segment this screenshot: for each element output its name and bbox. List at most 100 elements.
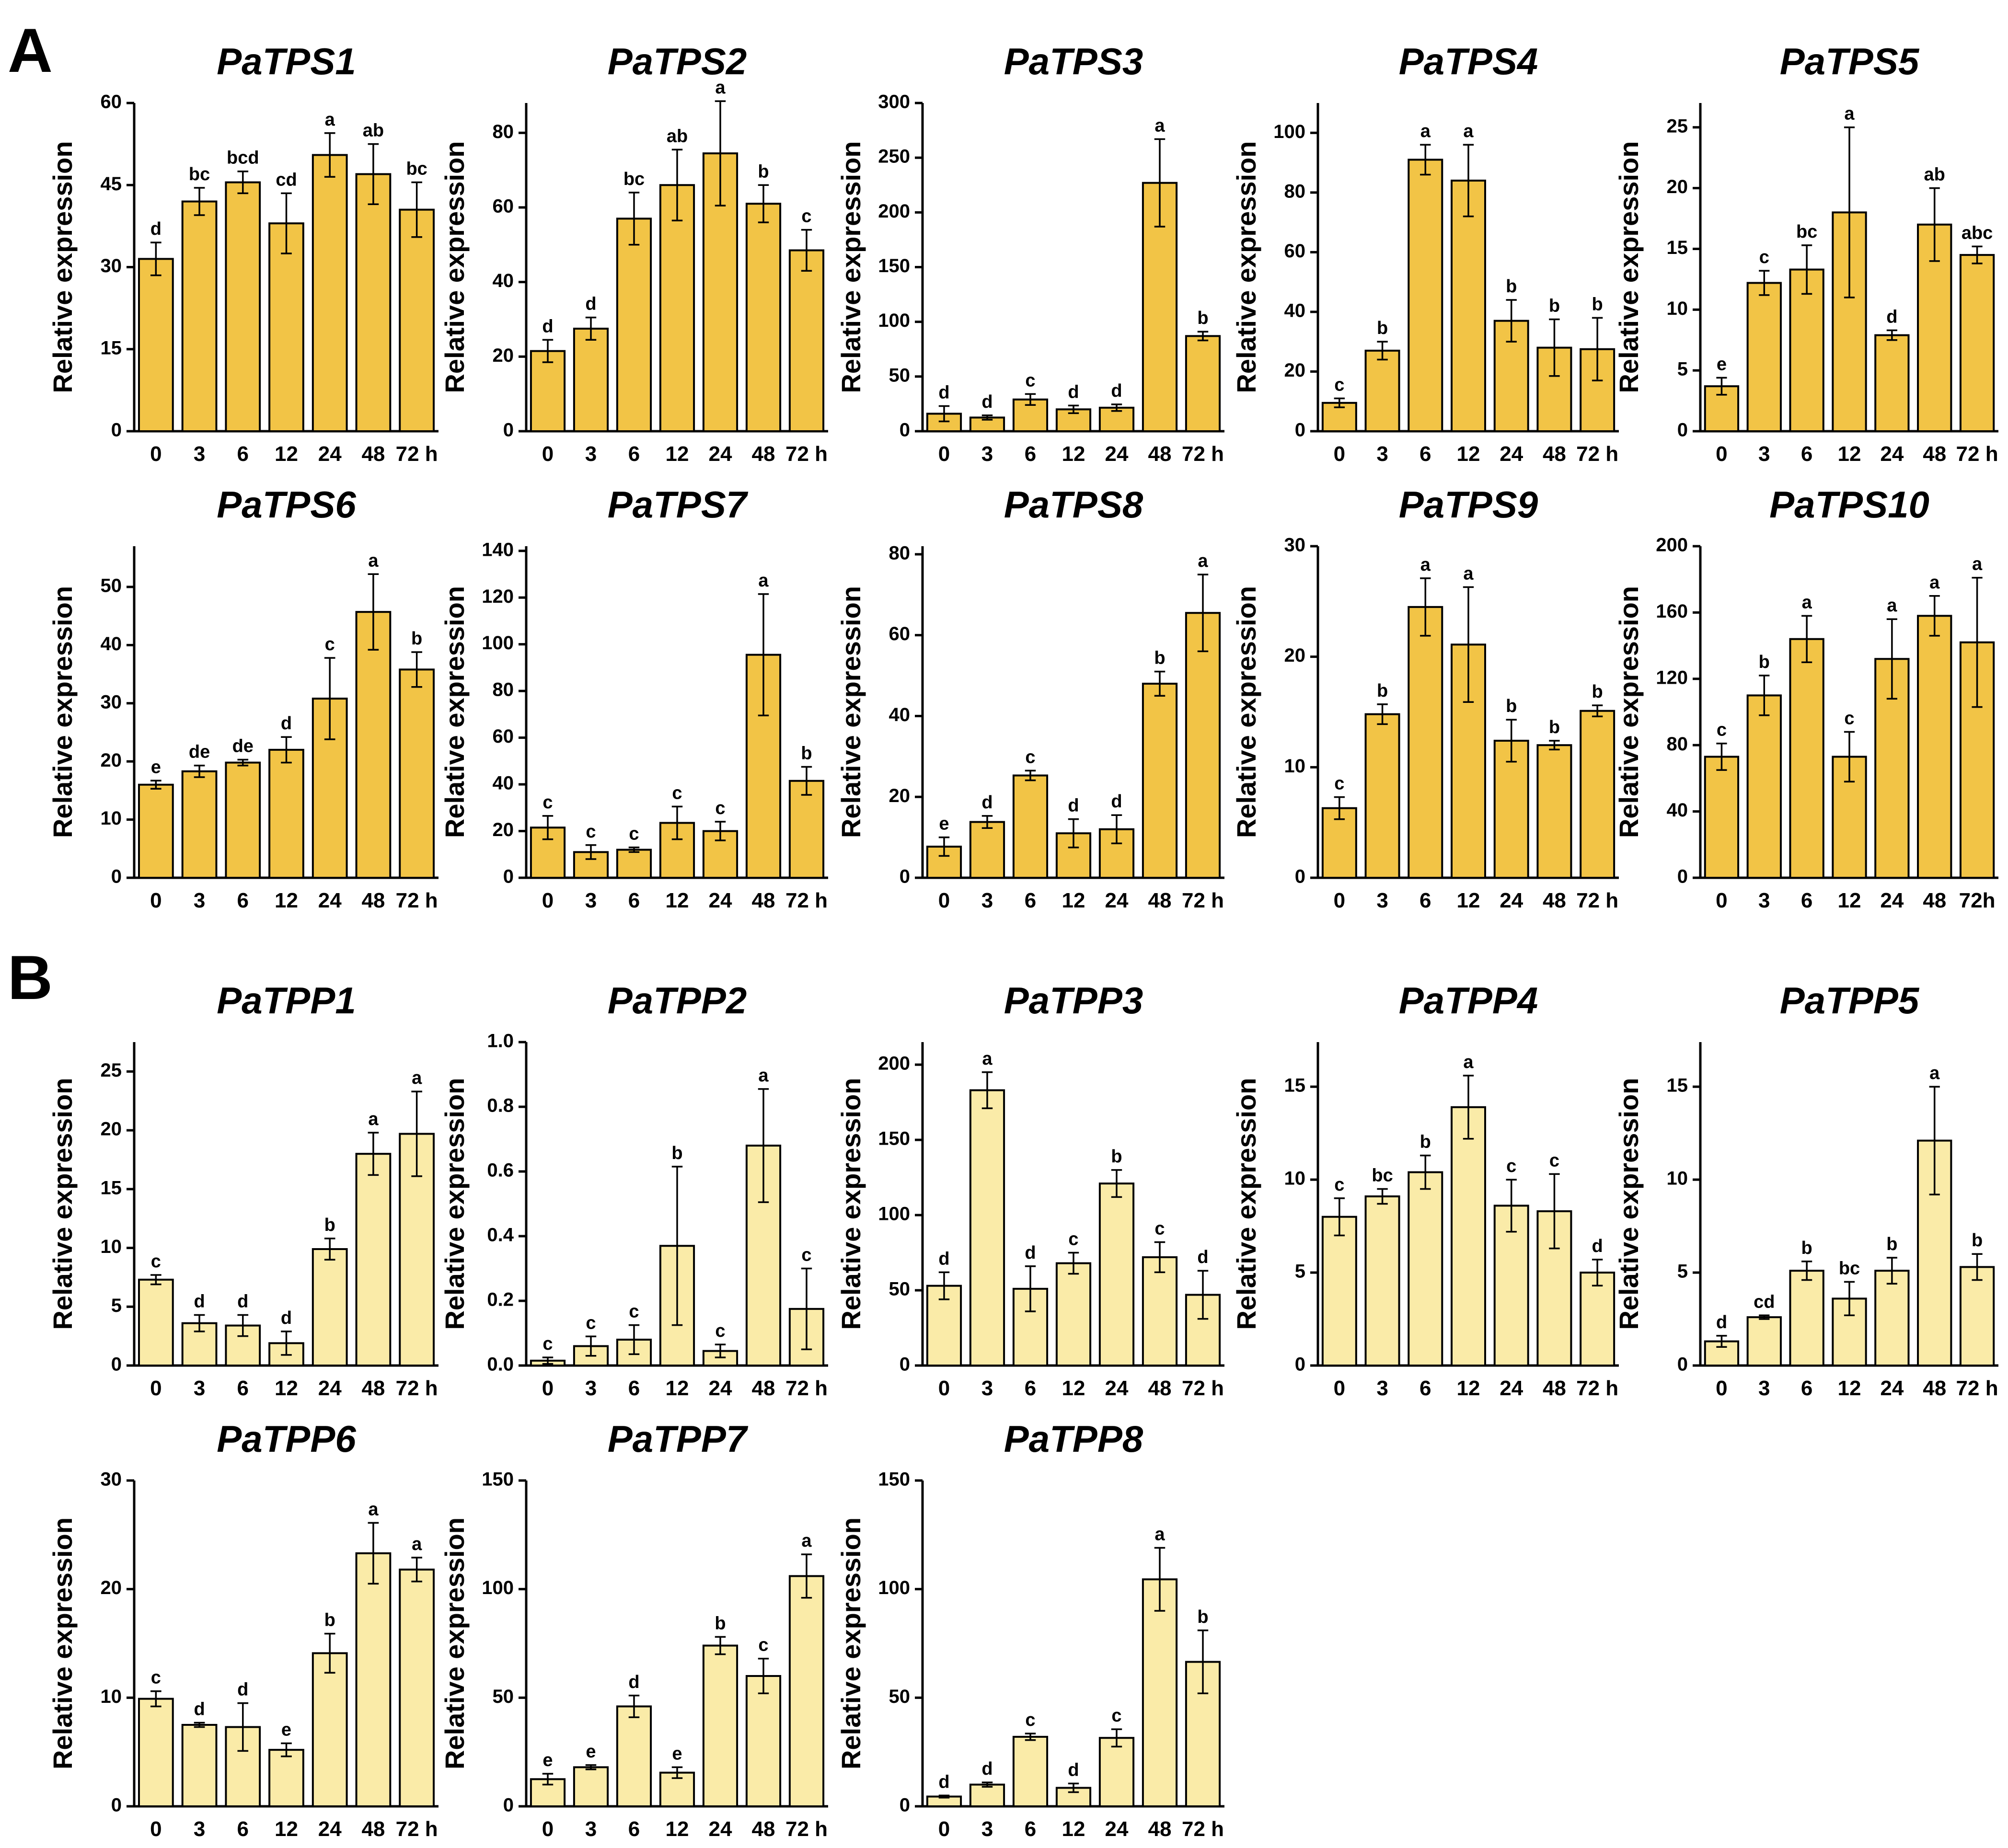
y-tick-label: 0 — [900, 1354, 910, 1375]
x-tick-label: 24 — [709, 1377, 732, 1400]
bar — [1746, 694, 1782, 879]
chart-title: PaTPP1 — [217, 979, 356, 1022]
x-tick-label: 48 — [752, 1377, 775, 1400]
y-tick-label: 40 — [493, 270, 514, 291]
significance-letter: b — [801, 744, 812, 764]
x-tick-label: 72 h — [1956, 442, 1998, 466]
y-tick-label: 10 — [1667, 1168, 1688, 1189]
significance-letter: de — [232, 736, 254, 757]
significance-letter: d — [1197, 1247, 1208, 1267]
chart-title: PaTPS6 — [217, 483, 356, 526]
bar — [616, 1705, 652, 1807]
significance-letter: c — [715, 798, 725, 818]
y-tick-label: 10 — [1284, 1168, 1306, 1189]
y-tick-label: 50 — [101, 575, 122, 597]
bar — [616, 849, 652, 879]
x-tick-label: 3 — [585, 1377, 597, 1400]
bar — [138, 1698, 174, 1808]
y-tick-label: 250 — [878, 146, 910, 167]
bar — [225, 761, 261, 879]
bar — [1536, 744, 1572, 879]
significance-letter: b — [411, 629, 422, 649]
significance-letter: d — [981, 392, 992, 412]
y-tick-label: 60 — [493, 726, 514, 747]
significance-letter: c — [801, 207, 811, 227]
x-tick-label: 0 — [1334, 1377, 1345, 1400]
x-tick-label: 0 — [938, 1817, 950, 1841]
x-tick-label: 0 — [938, 442, 950, 466]
significance-letter: c — [325, 634, 335, 654]
significance-letter: c — [1334, 375, 1344, 395]
significance-letter: d — [628, 1672, 639, 1692]
significance-letter: c — [586, 1313, 596, 1333]
significance-letter: a — [982, 1049, 992, 1069]
chart-PaTPS8: PaTPS8 Relative expression 0 20 40 60 80 e 0 d 3 c 6… — [836, 483, 1224, 912]
x-tick-label: 48 — [1148, 442, 1172, 466]
y-tick-label: 20 — [493, 345, 514, 366]
significance-letter: b — [1886, 1234, 1897, 1254]
x-tick-label: 6 — [237, 1817, 249, 1841]
x-tick-label: 0 — [1716, 1377, 1727, 1400]
y-tick-label: 30 — [101, 1469, 122, 1490]
y-tick-label: 30 — [1284, 535, 1306, 556]
significance-letter: c — [1759, 247, 1769, 267]
significance-letter: e — [586, 1742, 596, 1762]
y-tick-label: 50 — [493, 1686, 514, 1707]
significance-letter: d — [150, 219, 162, 239]
bar — [530, 350, 566, 432]
significance-letter: c — [1111, 1706, 1121, 1726]
bar — [1098, 1737, 1135, 1807]
bar — [355, 173, 392, 432]
bar — [702, 1644, 739, 1808]
x-tick-label: 6 — [237, 442, 249, 466]
y-axis-label: Relative expression — [439, 1517, 470, 1769]
y-tick-label: 80 — [493, 679, 514, 700]
bar — [268, 222, 304, 432]
y-tick-label: 10 — [1284, 756, 1306, 777]
x-tick-label: 6 — [1419, 889, 1431, 912]
y-tick-label: 25 — [101, 1060, 122, 1081]
x-tick-label: 48 — [1923, 889, 1946, 912]
significance-letter: c — [801, 1245, 811, 1265]
x-tick-label: 12 — [275, 442, 298, 466]
significance-letter: c — [672, 783, 682, 803]
x-tick-label: 12 — [1062, 442, 1085, 466]
bar — [788, 249, 825, 433]
y-tick-label: 20 — [101, 1577, 122, 1598]
bar — [969, 1089, 1005, 1366]
significance-letter: d — [237, 1291, 248, 1311]
chart-PaTPP5: PaTPP5 Relative expression 0 5 10 15 d 0 cd 3 b 6 bc… — [1614, 979, 1998, 1400]
x-tick-label: 6 — [1801, 442, 1812, 466]
x-tick-label: 3 — [1376, 1377, 1388, 1400]
panel-label-b: B — [8, 942, 53, 1012]
x-tick-label: 3 — [981, 442, 993, 466]
significance-letter: c — [1717, 720, 1727, 740]
significance-letter: c — [629, 824, 639, 844]
bar — [1451, 1106, 1486, 1366]
y-tick-label: 0 — [900, 866, 910, 887]
y-axis-label: Relative expression — [439, 141, 470, 393]
x-tick-label: 0 — [542, 1377, 554, 1400]
x-tick-label: 3 — [1376, 442, 1388, 466]
significance-letter: a — [412, 1534, 422, 1554]
bar — [399, 668, 435, 879]
significance-letter: a — [1154, 115, 1165, 136]
significance-letter: e — [151, 757, 161, 777]
significance-letter: a — [1844, 104, 1855, 124]
x-tick-label: 6 — [1419, 1377, 1431, 1400]
y-tick-label: 10 — [101, 1236, 122, 1257]
x-tick-label: 48 — [752, 442, 775, 466]
y-tick-label: 0 — [900, 420, 910, 441]
y-tick-label: 200 — [878, 201, 910, 222]
x-tick-label: 72 h — [1182, 442, 1224, 466]
bar — [1142, 682, 1178, 879]
y-tick-label: 100 — [482, 632, 514, 654]
x-tick-label: 3 — [1758, 889, 1770, 912]
bar — [355, 1153, 392, 1367]
y-tick-label: 150 — [878, 255, 910, 276]
y-tick-label: 80 — [1284, 181, 1306, 202]
chart-title: PaTPS9 — [1399, 483, 1538, 526]
y-tick-label: 60 — [493, 196, 514, 217]
